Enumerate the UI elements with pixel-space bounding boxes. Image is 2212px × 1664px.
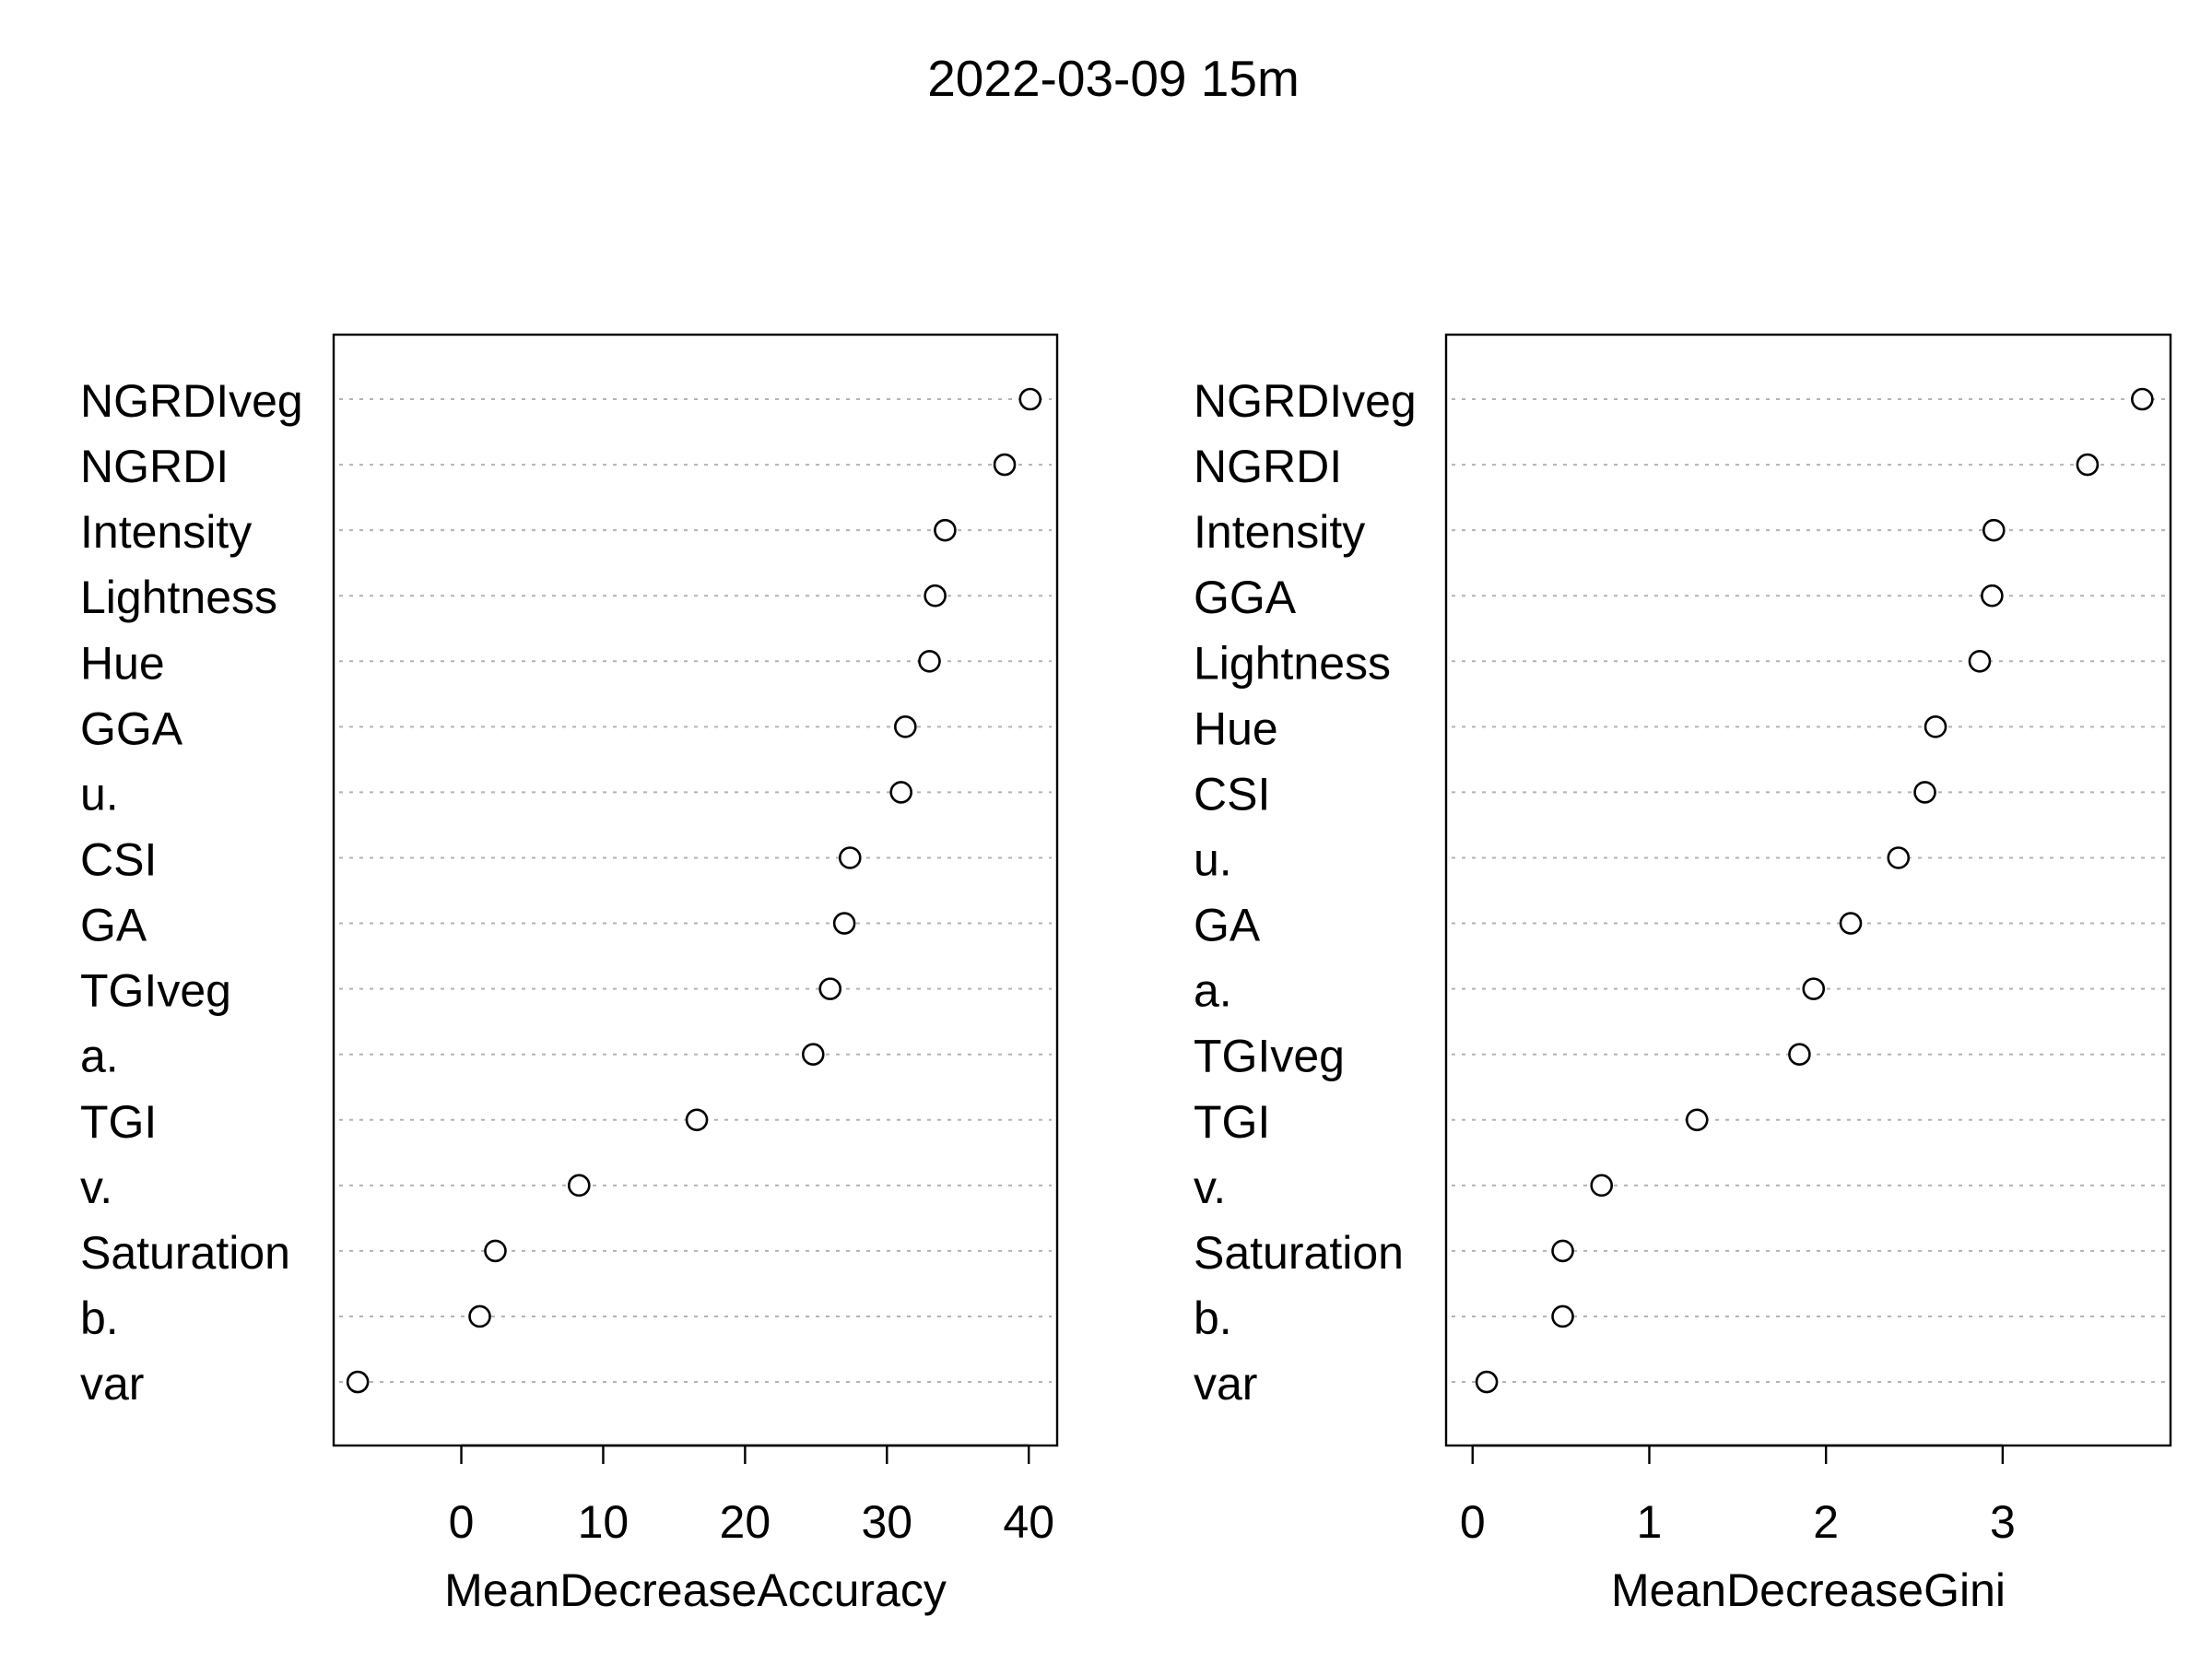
- x-tick-label: 2: [1813, 1496, 1839, 1548]
- data-point[interactable]: [346, 1370, 370, 1394]
- data-point[interactable]: [934, 518, 957, 542]
- data-point[interactable]: [2131, 387, 2154, 411]
- x-tick-label: 30: [861, 1496, 912, 1548]
- data-point[interactable]: [894, 715, 917, 738]
- data-point[interactable]: [484, 1239, 507, 1263]
- data-point[interactable]: [685, 1108, 709, 1132]
- data-point[interactable]: [1685, 1108, 1709, 1132]
- category-label: TGI: [1194, 1096, 1270, 1148]
- category-label: Saturation: [1194, 1227, 1404, 1279]
- data-point[interactable]: [1551, 1304, 1574, 1328]
- category-label: b.: [1194, 1292, 1232, 1344]
- category-label: var: [80, 1358, 144, 1410]
- category-label: GGA: [1194, 572, 1297, 623]
- category-label: Lightness: [80, 572, 277, 623]
- category-label: GA: [1194, 900, 1261, 951]
- category-label: v.: [1194, 1162, 1226, 1213]
- data-point[interactable]: [1924, 715, 1947, 738]
- data-point[interactable]: [1590, 1174, 1614, 1198]
- x-axis-label: MeanDecreaseAccuracy: [444, 1564, 947, 1616]
- category-label: a.: [1194, 965, 1232, 1017]
- category-label: b.: [80, 1292, 119, 1344]
- data-point[interactable]: [838, 846, 862, 869]
- category-label: TGI: [80, 1096, 157, 1148]
- data-point[interactable]: [1887, 846, 1911, 869]
- category-label: Hue: [80, 637, 165, 689]
- x-tick-label: 40: [1003, 1496, 1054, 1548]
- category-label: v.: [80, 1162, 112, 1213]
- data-point[interactable]: [1982, 518, 2006, 542]
- category-label: a.: [80, 1031, 119, 1082]
- data-point[interactable]: [818, 977, 842, 1000]
- category-label: Saturation: [80, 1227, 290, 1279]
- category-label: Intensity: [80, 506, 252, 558]
- x-tick-label: 10: [578, 1496, 629, 1548]
- data-point[interactable]: [801, 1043, 825, 1066]
- data-point[interactable]: [832, 912, 856, 935]
- x-tick-label: 1: [1637, 1496, 1663, 1548]
- data-point[interactable]: [1551, 1239, 1574, 1263]
- category-label: u.: [1194, 833, 1232, 885]
- category-label: TGIveg: [1194, 1031, 1345, 1082]
- plot-frame-0: [332, 333, 1059, 1447]
- category-label: var: [1194, 1358, 1257, 1410]
- category-label: Lightness: [1194, 637, 1391, 689]
- x-tick-label: 3: [1990, 1496, 2016, 1548]
- plot-frame-1: [1444, 333, 2172, 1447]
- x-axis-label: MeanDecreaseGini: [1611, 1564, 2006, 1616]
- category-label: NGRDIveg: [80, 375, 303, 427]
- data-point[interactable]: [468, 1304, 491, 1328]
- data-point[interactable]: [889, 781, 912, 804]
- category-label: TGIveg: [80, 965, 231, 1017]
- category-label: u.: [80, 768, 119, 820]
- data-point[interactable]: [1981, 584, 2004, 608]
- data-point[interactable]: [1839, 912, 1863, 935]
- data-point[interactable]: [1788, 1043, 1811, 1066]
- data-point[interactable]: [918, 649, 941, 673]
- data-point[interactable]: [1913, 781, 1936, 804]
- category-label: NGRDIveg: [1194, 375, 1417, 427]
- category-label: NGRDI: [1194, 441, 1342, 492]
- category-label: Hue: [1194, 702, 1278, 754]
- data-point[interactable]: [1475, 1370, 1499, 1394]
- data-point[interactable]: [1968, 649, 1992, 673]
- data-point[interactable]: [567, 1174, 591, 1198]
- data-point[interactable]: [1018, 387, 1042, 411]
- data-point[interactable]: [993, 453, 1017, 477]
- x-tick-label: 0: [1460, 1496, 1486, 1548]
- category-label: NGRDI: [80, 441, 229, 492]
- data-point[interactable]: [924, 584, 947, 608]
- data-point[interactable]: [2076, 453, 2100, 477]
- data-point[interactable]: [1802, 977, 1826, 1000]
- category-label: CSI: [1194, 768, 1270, 820]
- x-tick-label: 0: [449, 1496, 475, 1548]
- category-label: GGA: [80, 702, 183, 754]
- category-label: GA: [80, 900, 147, 951]
- category-label: Intensity: [1194, 506, 1365, 558]
- chart-title: 2022-03-09 15m: [927, 50, 1300, 107]
- category-label: CSI: [80, 833, 157, 885]
- x-tick-label: 20: [720, 1496, 771, 1548]
